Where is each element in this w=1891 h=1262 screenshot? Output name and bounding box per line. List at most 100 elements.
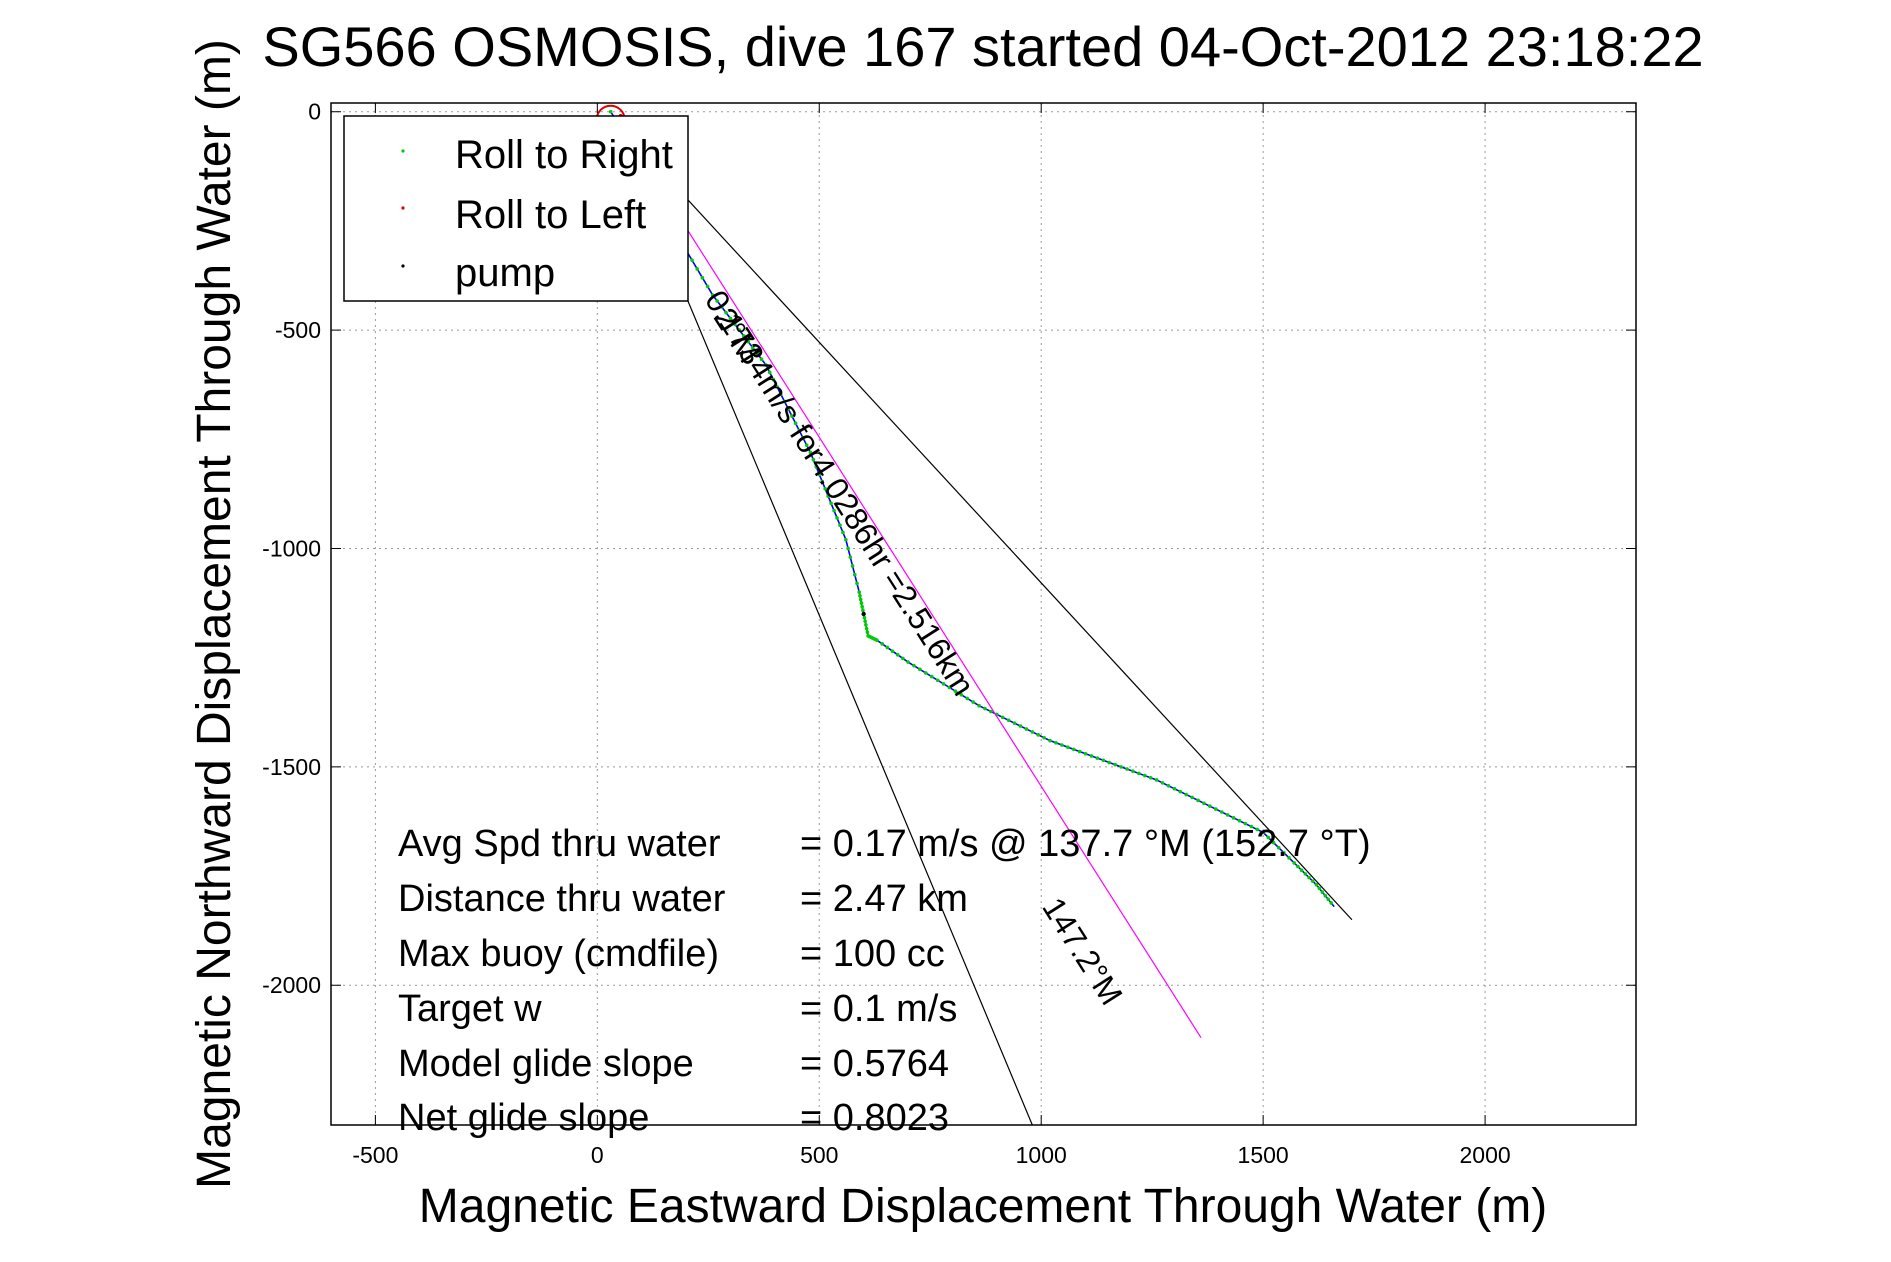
roll-right-marker [733,322,737,327]
roll-right-marker [1042,735,1046,740]
roll-right-marker [918,667,922,672]
roll-right-marker [1202,801,1206,806]
roll-right-marker [1000,715,1005,720]
x-tick-label: 1000 [1016,1142,1067,1168]
y-axis-label: Magnetic Northward Displacement Through … [188,39,241,1189]
series-layer [595,104,1353,1125]
roll-right-marker [855,581,859,586]
roll-right-marker [801,436,805,440]
roll-right-marker [935,678,940,683]
roll-right-marker [1071,747,1076,752]
roll-right-marker [989,709,993,714]
roll-right-marker [858,594,862,598]
track-line [609,111,1335,908]
roll-right-marker [864,626,869,631]
roll-right-marker [923,671,928,675]
x-tick-label: 2000 [1459,1142,1510,1168]
roll-right-marker [1095,756,1100,760]
roll-right-marker [850,564,855,568]
roll-right-marker [865,630,870,634]
roll-right-marker [1320,890,1325,894]
roll-right-marker [771,377,776,382]
legend-label-roll-left: Roll to Left [455,193,646,237]
roll-right-marker [895,652,900,657]
roll-right-marker [1292,861,1297,865]
roll-right-marker [1048,738,1052,743]
x-tick-label: 0 [591,1142,604,1168]
pump-marker [861,611,866,617]
roll-right-marker [1172,786,1177,791]
roll-right-marker [1089,754,1094,758]
roll-right-marker [848,555,853,560]
legend-label-roll-right: Roll to Right [455,133,673,177]
roll-right-marker [947,685,952,690]
roll-right-marker [832,508,836,513]
roll-right-marker [750,345,755,350]
roll-right-marker [863,619,867,624]
roll-right-marker [1276,845,1281,850]
roll-right-marker [829,501,833,506]
roll-right-marker [764,363,768,367]
x-tick-label: -500 [352,1142,398,1168]
roll-right-marker [608,109,613,114]
roll-right-marker [705,284,710,289]
roll-right-marker [1018,724,1023,728]
roll-right-marker [1303,872,1308,876]
roll-right-marker [1282,850,1286,855]
plot-area-frame [330,102,1637,1126]
roll-right-marker [1142,773,1147,778]
chart-title: SG566 OSMOSIS, dive 167 started 04-Oct-2… [262,15,1703,78]
roll-right-marker [1184,792,1189,797]
bearing-annotation: 147.2°M [1035,891,1130,1011]
roll-right-marker [846,546,850,551]
roll-right-marker [1024,727,1029,731]
roll-right-marker [1237,818,1242,823]
roll-right-marker [1243,821,1248,826]
roll-right-marker [1219,810,1224,814]
envelope-line [610,115,1353,921]
roll-right-marker [1107,760,1112,765]
roll-right-marker [1131,769,1135,774]
stat-value-distance: = 2.47 km [800,878,968,920]
stat-label-avg-speed: Avg Spd thru water [398,823,721,865]
roll-right-marker [1266,835,1271,840]
roll-right-marker [959,692,964,697]
roll-right-marker [808,450,813,455]
legend-marker-roll-left [401,206,405,210]
roll-right-marker [1166,783,1171,788]
y-tick-label: -500 [275,317,321,343]
roll-right-marker [1249,824,1254,829]
roll-right-marker [1196,798,1200,803]
x-tick-label: 1500 [1238,1142,1289,1168]
legend-marker-pump [401,264,405,268]
roll-right-marker [790,414,794,418]
roll-right-marker [1137,771,1141,776]
roll-right-marker [715,299,719,303]
roll-right-marker [690,258,694,263]
roll-right-marker [1113,762,1117,767]
roll-right-marker [728,316,733,321]
roll-right-marker [1307,875,1311,880]
roll-right-marker [782,399,787,404]
roll-right-marker [1119,765,1123,769]
roll-right-marker [724,310,728,315]
roll-right-marker [1054,741,1058,745]
roll-right-marker [890,649,895,653]
roll-right-marker [1012,721,1017,725]
y-tick-label: 0 [308,99,321,125]
roll-right-marker [793,421,798,426]
roll-right-marker [860,604,864,609]
roll-right-marker [1148,775,1153,780]
roll-right-marker [857,590,862,594]
roll-left-arc [595,104,626,120]
roll-right-marker [1077,749,1082,754]
roll-right-marker [880,642,884,646]
stat-label-max-buoy: Max buoy (cmdfile) [398,933,719,975]
stat-value-avg-speed: = 0.17 m/s @ 137.7 °M (152.7 °T) [800,823,1371,865]
roll-right-marker [767,370,772,375]
roll-right-marker [906,660,910,664]
legend-marker-roll-right [401,149,405,153]
roll-right-marker [786,406,790,411]
roll-right-marker [838,523,842,527]
